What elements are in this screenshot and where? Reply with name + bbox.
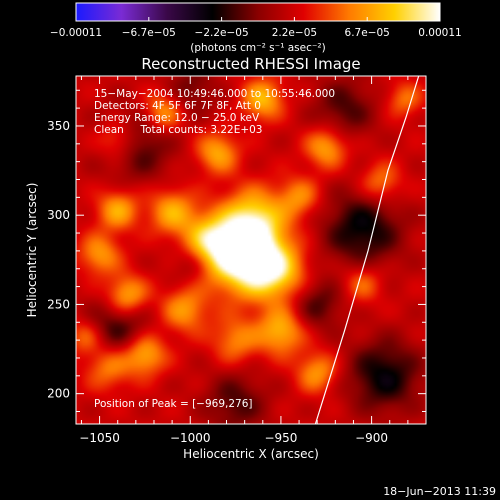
y-tick-label: 300 [47, 208, 70, 222]
plot-frame [75, 75, 427, 425]
colorbar-units: (photons cm⁻² s⁻¹ asec⁻²) [190, 42, 325, 54]
colorbar-tick-label: −2.2e−05 [195, 27, 249, 39]
y-tick-label: 350 [47, 119, 70, 133]
y-tick-label: 250 [47, 297, 70, 311]
colorbar: −0.00011 −6.7e−05 −2.2e−05 2.2e−05 6.7e−05 0.… [50, 2, 462, 54]
colorbar-tick-label: 2.2e−05 [272, 27, 317, 39]
footer-date: 18−Jun−2013 11:39 [383, 485, 496, 498]
x-axis-label: Heliocentric X (arcsec) [183, 447, 319, 461]
y-axis-label: Heliocentric Y (arcsec) [25, 183, 39, 318]
colorbar-tick-label: −0.00011 [50, 27, 102, 39]
colorbar-ticks: −0.00011 −6.7e−05 −2.2e−05 2.2e−05 6.7e−05 0.… [50, 17, 462, 39]
y-axis: 200 250 300 350 [47, 89, 426, 413]
y-tick-label: 200 [47, 387, 70, 401]
colorbar-tick-label: −6.7e−05 [122, 27, 176, 39]
info-annotations: 15−May−2004 10:49:46.000 to 10:55:46.000… [94, 88, 335, 136]
chart-title: Reconstructed RHESSI Image [141, 55, 360, 73]
annotation-clean: Clean Total counts: 3.22E+03 [94, 124, 263, 136]
annotation-time: 15−May−2004 10:49:46.000 to 10:55:46.000 [94, 88, 335, 100]
x-axis: −1050 −1000 −950 −900 [79, 76, 427, 445]
peak-position-label: Position of Peak = [−969,276] [94, 398, 253, 410]
annotation-detectors: Detectors: 4F 5F 6F 7F 8F, Att 0 [94, 100, 261, 112]
solar-limb-curve [314, 76, 420, 424]
x-tick-label: −950 [264, 431, 297, 445]
annotation-energy: Energy Range: 12.0 − 25.0 keV [94, 112, 260, 124]
x-tick-label: −1050 [79, 431, 120, 445]
colorbar-gradient [75, 2, 441, 22]
plot-area [76, 76, 426, 424]
colorbar-tick-label: 0.00011 [418, 27, 461, 39]
x-tick-label: −1000 [170, 431, 211, 445]
colorbar-tick-label: 6.7e−05 [345, 27, 390, 39]
x-tick-label: −900 [355, 431, 388, 445]
